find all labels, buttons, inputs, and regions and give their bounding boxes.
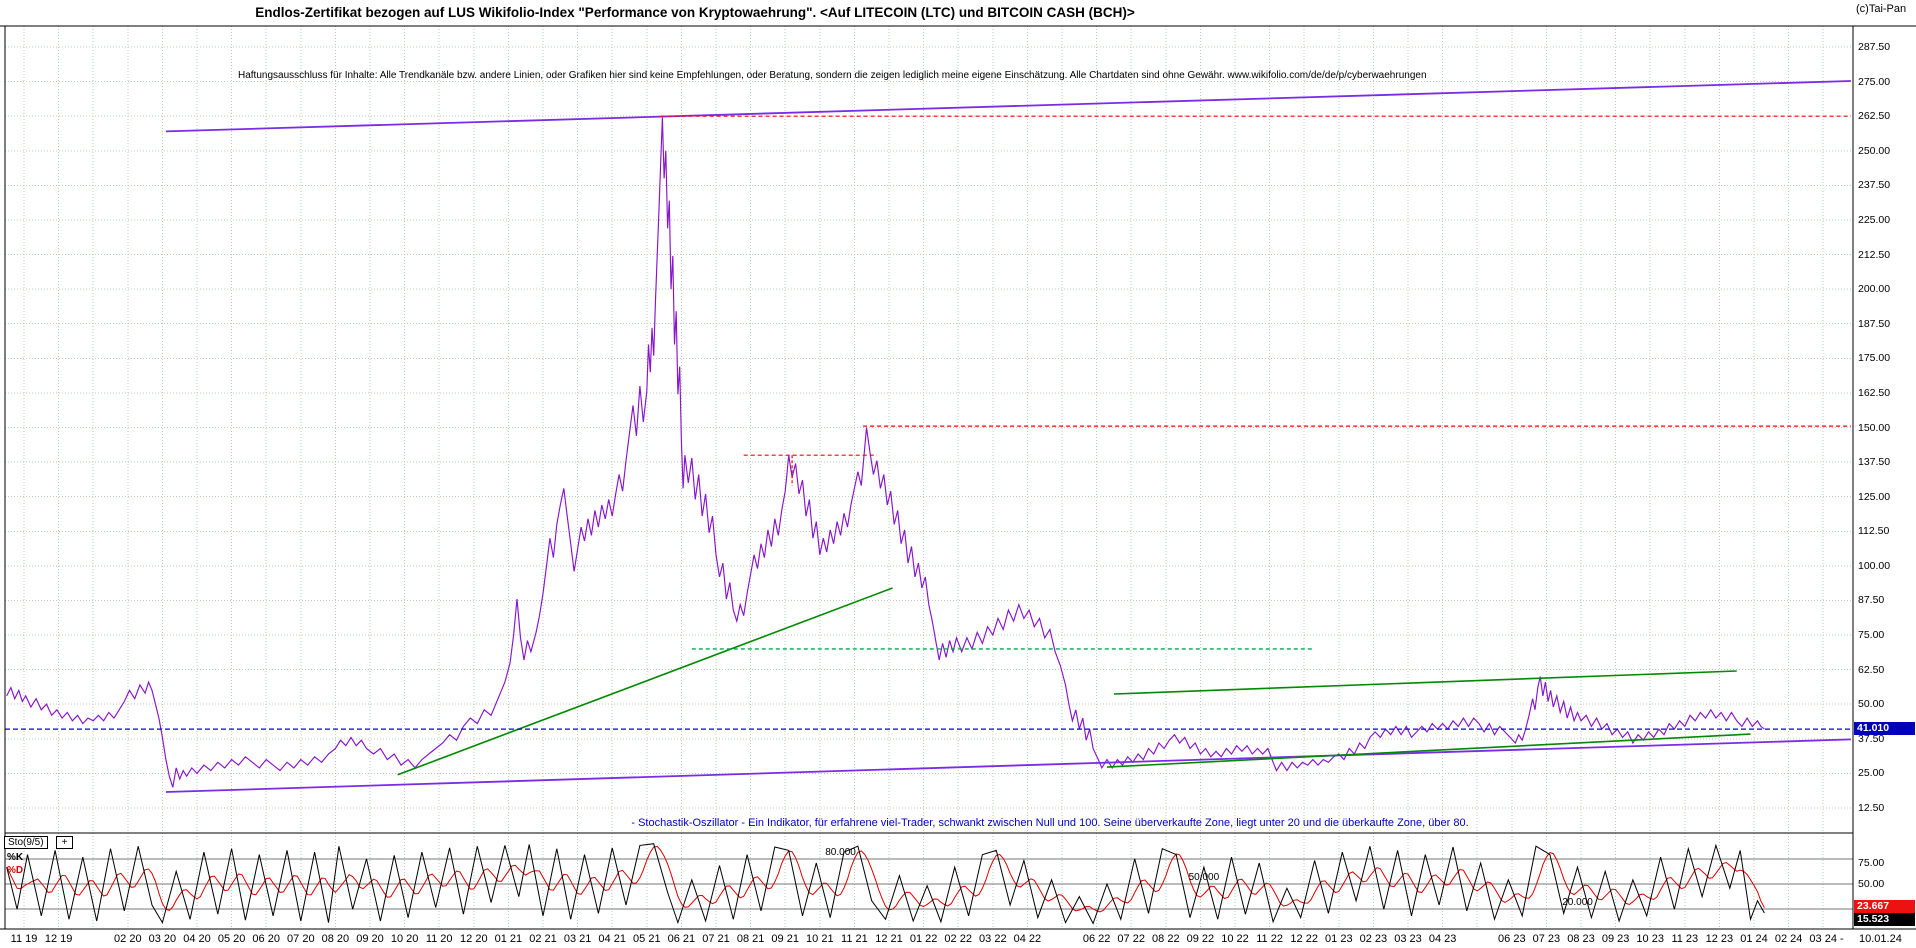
date-axis-label: 11 23: [1671, 933, 1699, 945]
date-axis-label: 07 20: [287, 933, 315, 945]
date-axis-label: 09 21: [771, 933, 799, 945]
date-axis-dash: -: [1840, 933, 1844, 945]
price-axis-label: 287.50: [1858, 41, 1891, 53]
date-axis-label: 10 20: [390, 933, 419, 945]
date-axis-label: 07 23: [1532, 933, 1561, 945]
date-axis-label: 12 21: [875, 933, 903, 945]
stochastic-axis-label: 50.00: [1858, 878, 1885, 890]
date-axis-label: 04 20: [183, 933, 211, 945]
date-axis-label: 10 23: [1636, 933, 1664, 945]
stochastic-k-label: %K: [7, 852, 24, 863]
date-axis-label: 02 20: [114, 933, 142, 945]
date-axis-label: 11 21: [841, 933, 868, 945]
stochastic-axis-label: 75.00: [1858, 857, 1885, 869]
date-axis-label: 03 24: [1809, 933, 1837, 945]
stochastic-indicator-button[interactable]: Sto(9/5): [4, 836, 48, 849]
date-axis-label: 03 22: [979, 933, 1007, 945]
price-axis-label: 100.00: [1858, 559, 1891, 572]
date-axis-label: 08 20: [321, 933, 350, 945]
price-axis-label: 37.50: [1858, 732, 1885, 745]
date-axis-label: 12 22: [1290, 933, 1318, 945]
price-axis-label: 250.00: [1858, 144, 1891, 157]
stochastic-level-label: 20.000: [1562, 897, 1593, 909]
date-axis-label: 06 21: [667, 933, 696, 945]
add-indicator-button[interactable]: +: [56, 836, 73, 849]
stochastic-k-badge: 15.523: [1854, 913, 1915, 927]
price-axis-label: 212.50: [1858, 248, 1891, 261]
date-axis-label: 01 24: [1740, 933, 1768, 945]
date-axis-label: 06 20: [252, 933, 280, 945]
last-price-badge: 41.010: [1854, 722, 1915, 736]
stochastic-level-label: 80.000: [825, 846, 856, 858]
price-axis-label: 125.00: [1858, 490, 1891, 503]
stochastic-description: - Stochastik-Oszillator - Ein Indikator,…: [631, 817, 1469, 829]
price-axis-label: 50.00: [1858, 698, 1885, 711]
date-axis-label: 12 19: [44, 933, 73, 945]
price-axis-label: 62.50: [1858, 663, 1885, 676]
date-axis-label: 05 20: [217, 933, 246, 945]
date-axis-label: 10 21: [806, 933, 834, 945]
price-axis-label: 262.50: [1858, 110, 1891, 123]
date-axis-label: 11 19: [10, 933, 38, 945]
date-axis-label: 10 22: [1221, 933, 1249, 945]
price-axis-label: 75.00: [1858, 629, 1885, 642]
date-axis-label: 07 22: [1117, 933, 1145, 945]
date-axis-label: 06 23: [1498, 933, 1526, 945]
date-axis-label: 05 21: [633, 933, 661, 945]
price-axis-label: 275.00: [1858, 75, 1891, 88]
stochastic-d-badge: 23.667: [1854, 900, 1915, 914]
date-axis-label: 03 23: [1394, 933, 1422, 945]
price-axis-label: 137.50: [1858, 456, 1891, 469]
price-axis-label: 12.50: [1858, 802, 1885, 814]
stochastic-level-label: 50.000: [1188, 872, 1220, 883]
date-axis-label: 09 23: [1601, 933, 1630, 945]
price-axis-label: 162.50: [1858, 386, 1891, 399]
date-axis-label: 08 22: [1152, 933, 1180, 945]
price-axis-label: 87.50: [1858, 594, 1885, 607]
date-axis-label: 02 23: [1359, 933, 1388, 945]
chart-title: Endlos-Zertifikat bezogen auf LUS Wikifo…: [255, 5, 1135, 20]
date-axis-label: 01 21: [494, 933, 523, 945]
date-axis-label: 12 23: [1705, 933, 1734, 945]
price-axis-label: 237.50: [1858, 179, 1891, 192]
date-axis-label: 11 20: [425, 933, 453, 945]
date-axis-label: 01 22: [909, 933, 938, 945]
date-axis-label: 04 22: [1013, 933, 1042, 945]
date-axis-label: 02 21: [529, 933, 557, 945]
price-axis-label: 112.50: [1858, 525, 1890, 538]
date-axis-label: 02 22: [944, 933, 972, 945]
date-axis-label: 06 22: [1082, 933, 1111, 945]
copyright-label: (c)Tai-Pan: [1856, 3, 1907, 15]
date-axis-label: 08 21: [736, 933, 765, 945]
date-axis-label: 12 20: [460, 933, 488, 945]
price-axis-label: 200.00: [1858, 283, 1891, 296]
date-axis-label: 01 23: [1325, 933, 1353, 945]
price-axis-label: 150.00: [1858, 421, 1891, 434]
price-axis-label: 187.50: [1858, 317, 1891, 330]
date-axis-label: 03 21: [563, 933, 592, 945]
price-axis-label: 25.00: [1858, 767, 1885, 780]
date-axis-label: 09 20: [356, 933, 384, 945]
date-axis-label: 03 20: [148, 933, 177, 945]
date-axis-label: 04 23: [1428, 933, 1457, 945]
price-axis-label: 225.00: [1858, 213, 1891, 226]
stochastic-d-label: %D: [7, 865, 24, 876]
date-axis-label: 02 24: [1774, 933, 1803, 945]
disclaimer-text: Haftungsausschluss für Inhalte: Alle Tre…: [238, 70, 1427, 81]
date-axis-label: 11 22: [1256, 933, 1283, 945]
price-axis-label: 175.00: [1858, 352, 1891, 365]
date-axis-label: 04 21: [598, 933, 626, 945]
date-axis-label: 08 23: [1567, 933, 1595, 945]
date-axis-label: 07 21: [702, 933, 730, 945]
date-axis-label: 09 22: [1186, 933, 1215, 945]
current-date-label: 10.01.24: [1859, 933, 1902, 945]
